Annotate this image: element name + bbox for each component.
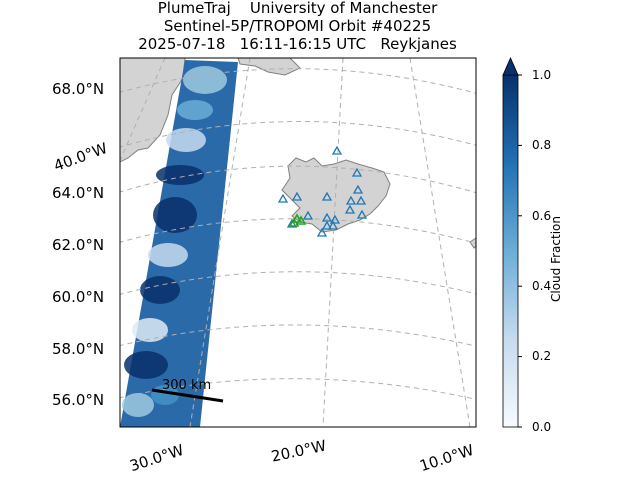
scale-bar <box>151 388 224 403</box>
lat-label-62: 62.0°N <box>52 236 105 254</box>
map-frame <box>119 57 477 428</box>
scale-bar-label: 300 km <box>162 378 211 393</box>
northern-landmass <box>237 58 301 76</box>
reykjanes-markers <box>288 213 307 227</box>
colorbar-tick-0-6: 0.6 <box>532 209 552 223</box>
title-line-1: PlumeTraj University of Manchester <box>157 0 438 17</box>
colorbar-tick-1-0: 1.0 <box>532 68 552 82</box>
volcano-markers <box>277 145 368 237</box>
lat-label-58: 58.0°N <box>52 340 105 358</box>
lat-label-68: 68.0°N <box>52 80 105 98</box>
colorbar-tick-0-8: 0.8 <box>532 138 552 152</box>
colorbar <box>502 74 519 428</box>
colorbar-tick-0-4: 0.4 <box>532 279 552 293</box>
lat-label-56: 56.0°N <box>52 391 105 409</box>
scotland-landmass <box>469 237 476 249</box>
lat-label-60: 60.0°N <box>52 288 105 306</box>
colorbar-tick-0-0: 0.0 <box>532 420 552 434</box>
colorbar-extend-arrow <box>502 57 519 76</box>
colorbar-label: Cloud Fraction <box>549 216 563 302</box>
title-line-2: Sentinel-5P/TROPOMI Orbit #40225 <box>163 17 432 35</box>
swath-texture <box>122 66 227 417</box>
graticule <box>120 58 476 427</box>
lat-label-64: 64.0°N <box>52 184 105 202</box>
colorbar-ticks <box>518 74 522 428</box>
colorbar-tick-0-2: 0.2 <box>532 349 552 363</box>
title-line-3: 2025-07-18 16:11-16:15 UTC Reykjanes <box>138 35 457 53</box>
